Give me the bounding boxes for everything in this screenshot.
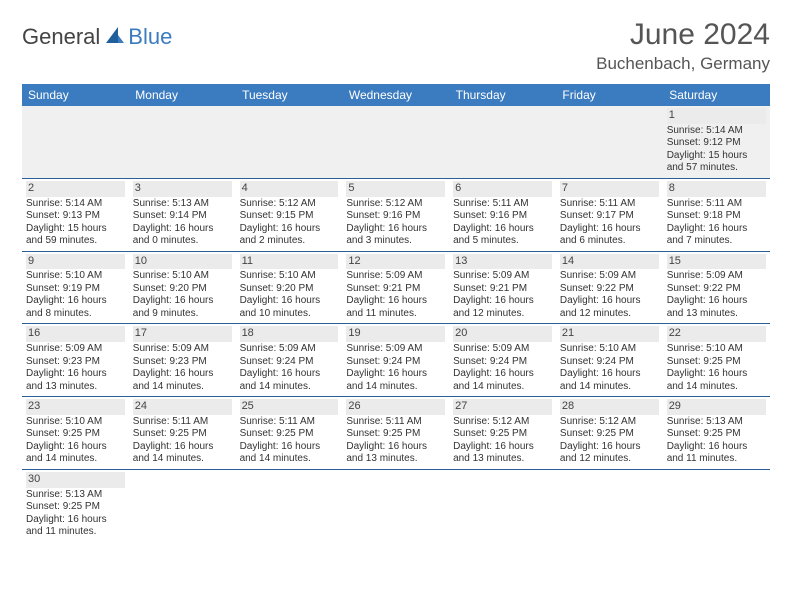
weekday-header-row: Sunday Monday Tuesday Wednesday Thursday… <box>22 84 770 106</box>
calendar-cell: 9Sunrise: 5:10 AMSunset: 9:19 PMDaylight… <box>22 251 129 324</box>
calendar-row: 2Sunrise: 5:14 AMSunset: 9:13 PMDaylight… <box>22 178 770 251</box>
calendar-cell: 18Sunrise: 5:09 AMSunset: 9:24 PMDayligh… <box>236 324 343 397</box>
calendar-cell: 4Sunrise: 5:12 AMSunset: 9:15 PMDaylight… <box>236 178 343 251</box>
calendar-cell <box>22 106 129 178</box>
calendar-cell <box>342 106 449 178</box>
calendar-cell <box>663 469 770 541</box>
calendar-cell <box>556 469 663 541</box>
logo-text-blue: Blue <box>128 24 172 50</box>
calendar-cell: 13Sunrise: 5:09 AMSunset: 9:21 PMDayligh… <box>449 251 556 324</box>
calendar-cell: 7Sunrise: 5:11 AMSunset: 9:17 PMDaylight… <box>556 178 663 251</box>
weekday-header: Friday <box>556 84 663 106</box>
calendar-cell: 21Sunrise: 5:10 AMSunset: 9:24 PMDayligh… <box>556 324 663 397</box>
calendar-cell <box>129 106 236 178</box>
calendar-cell: 26Sunrise: 5:11 AMSunset: 9:25 PMDayligh… <box>342 397 449 470</box>
calendar-cell: 1Sunrise: 5:14 AMSunset: 9:12 PMDaylight… <box>663 106 770 178</box>
logo-text-general: General <box>22 24 100 50</box>
calendar-cell: 16Sunrise: 5:09 AMSunset: 9:23 PMDayligh… <box>22 324 129 397</box>
logo: General Blue <box>22 24 172 50</box>
calendar-cell: 2Sunrise: 5:14 AMSunset: 9:13 PMDaylight… <box>22 178 129 251</box>
calendar-cell: 19Sunrise: 5:09 AMSunset: 9:24 PMDayligh… <box>342 324 449 397</box>
calendar-cell <box>449 106 556 178</box>
calendar-cell <box>129 469 236 541</box>
calendar-cell: 11Sunrise: 5:10 AMSunset: 9:20 PMDayligh… <box>236 251 343 324</box>
weekday-header: Saturday <box>663 84 770 106</box>
calendar-row: 9Sunrise: 5:10 AMSunset: 9:19 PMDaylight… <box>22 251 770 324</box>
calendar-cell: 8Sunrise: 5:11 AMSunset: 9:18 PMDaylight… <box>663 178 770 251</box>
calendar-cell <box>556 106 663 178</box>
calendar-cell <box>449 469 556 541</box>
calendar-cell <box>236 469 343 541</box>
calendar-cell: 3Sunrise: 5:13 AMSunset: 9:14 PMDaylight… <box>129 178 236 251</box>
calendar-cell <box>236 106 343 178</box>
calendar-cell: 30Sunrise: 5:13 AMSunset: 9:25 PMDayligh… <box>22 469 129 541</box>
sunset: Sunset: 9:12 PM <box>667 137 766 150</box>
day-number: 2 <box>26 181 125 197</box>
calendar-cell: 23Sunrise: 5:10 AMSunset: 9:25 PMDayligh… <box>22 397 129 470</box>
header: General Blue June 2024 Buchenbach, Germa… <box>22 18 770 74</box>
calendar-cell: 20Sunrise: 5:09 AMSunset: 9:24 PMDayligh… <box>449 324 556 397</box>
calendar-table: Sunday Monday Tuesday Wednesday Thursday… <box>22 84 770 542</box>
calendar-body: 1Sunrise: 5:14 AMSunset: 9:12 PMDaylight… <box>22 106 770 542</box>
calendar-cell: 24Sunrise: 5:11 AMSunset: 9:25 PMDayligh… <box>129 397 236 470</box>
title-block: June 2024 Buchenbach, Germany <box>596 18 770 74</box>
calendar-cell: 28Sunrise: 5:12 AMSunset: 9:25 PMDayligh… <box>556 397 663 470</box>
calendar-cell: 15Sunrise: 5:09 AMSunset: 9:22 PMDayligh… <box>663 251 770 324</box>
calendar-cell: 6Sunrise: 5:11 AMSunset: 9:16 PMDaylight… <box>449 178 556 251</box>
calendar-row: 1Sunrise: 5:14 AMSunset: 9:12 PMDaylight… <box>22 106 770 178</box>
sunrise: Sunrise: 5:14 AM <box>667 125 766 138</box>
calendar-row: 23Sunrise: 5:10 AMSunset: 9:25 PMDayligh… <box>22 397 770 470</box>
calendar-row: 16Sunrise: 5:09 AMSunset: 9:23 PMDayligh… <box>22 324 770 397</box>
calendar-cell: 22Sunrise: 5:10 AMSunset: 9:25 PMDayligh… <box>663 324 770 397</box>
calendar-cell: 27Sunrise: 5:12 AMSunset: 9:25 PMDayligh… <box>449 397 556 470</box>
weekday-header: Sunday <box>22 84 129 106</box>
month-title: June 2024 <box>596 18 770 52</box>
weekday-header: Tuesday <box>236 84 343 106</box>
weekday-header: Wednesday <box>342 84 449 106</box>
calendar-cell: 29Sunrise: 5:13 AMSunset: 9:25 PMDayligh… <box>663 397 770 470</box>
weekday-header: Monday <box>129 84 236 106</box>
calendar-cell: 14Sunrise: 5:09 AMSunset: 9:22 PMDayligh… <box>556 251 663 324</box>
calendar-cell: 12Sunrise: 5:09 AMSunset: 9:21 PMDayligh… <box>342 251 449 324</box>
calendar-row: 30Sunrise: 5:13 AMSunset: 9:25 PMDayligh… <box>22 469 770 541</box>
calendar-cell: 10Sunrise: 5:10 AMSunset: 9:20 PMDayligh… <box>129 251 236 324</box>
calendar-cell: 17Sunrise: 5:09 AMSunset: 9:23 PMDayligh… <box>129 324 236 397</box>
day-number: 1 <box>667 108 766 124</box>
daylight-cont: and 57 minutes. <box>667 162 766 175</box>
calendar-cell <box>342 469 449 541</box>
weekday-header: Thursday <box>449 84 556 106</box>
calendar-cell: 5Sunrise: 5:12 AMSunset: 9:16 PMDaylight… <box>342 178 449 251</box>
daylight: Daylight: 15 hours <box>667 150 766 163</box>
location: Buchenbach, Germany <box>596 54 770 74</box>
calendar-cell: 25Sunrise: 5:11 AMSunset: 9:25 PMDayligh… <box>236 397 343 470</box>
logo-sail-icon <box>104 25 126 50</box>
